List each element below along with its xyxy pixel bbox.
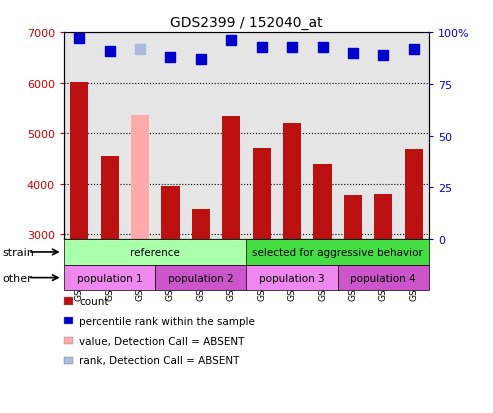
Bar: [283, 124, 301, 240]
Bar: [131, 116, 149, 240]
Text: GDS2399 / 152040_at: GDS2399 / 152040_at: [170, 16, 323, 30]
Bar: [277, 33, 307, 240]
Text: value, Detection Call = ABSENT: value, Detection Call = ABSENT: [79, 336, 244, 346]
Bar: [374, 195, 392, 240]
Text: population 4: population 4: [351, 273, 416, 283]
Point: [288, 44, 296, 51]
Text: population 2: population 2: [168, 273, 234, 283]
Bar: [344, 195, 362, 240]
Bar: [161, 186, 179, 240]
Point: [75, 36, 83, 43]
Text: strain: strain: [2, 247, 35, 257]
Text: selected for aggressive behavior: selected for aggressive behavior: [252, 247, 423, 257]
Bar: [70, 83, 88, 240]
Text: population 1: population 1: [77, 273, 142, 283]
Text: other: other: [2, 273, 32, 283]
Text: percentile rank within the sample: percentile rank within the sample: [79, 316, 255, 326]
Point: [410, 46, 418, 53]
Bar: [216, 33, 246, 240]
Text: count: count: [79, 296, 108, 306]
Bar: [222, 116, 241, 240]
Point: [318, 44, 326, 51]
Bar: [64, 33, 95, 240]
Bar: [101, 157, 119, 240]
Point: [380, 52, 387, 59]
Point: [106, 48, 113, 55]
Bar: [192, 210, 210, 240]
Point: [136, 46, 144, 53]
Text: rank, Detection Call = ABSENT: rank, Detection Call = ABSENT: [79, 356, 239, 366]
Point: [349, 50, 357, 57]
Bar: [398, 33, 429, 240]
Bar: [338, 33, 368, 240]
Bar: [125, 33, 155, 240]
Bar: [368, 33, 398, 240]
Point: [197, 57, 205, 63]
Bar: [405, 150, 423, 240]
Bar: [314, 165, 332, 240]
Text: reference: reference: [130, 247, 180, 257]
Bar: [186, 33, 216, 240]
Point: [258, 44, 266, 51]
Bar: [307, 33, 338, 240]
Bar: [246, 33, 277, 240]
Point: [227, 38, 235, 45]
Bar: [252, 149, 271, 240]
Bar: [155, 33, 186, 240]
Text: population 3: population 3: [259, 273, 325, 283]
Point: [167, 55, 175, 61]
Bar: [95, 33, 125, 240]
